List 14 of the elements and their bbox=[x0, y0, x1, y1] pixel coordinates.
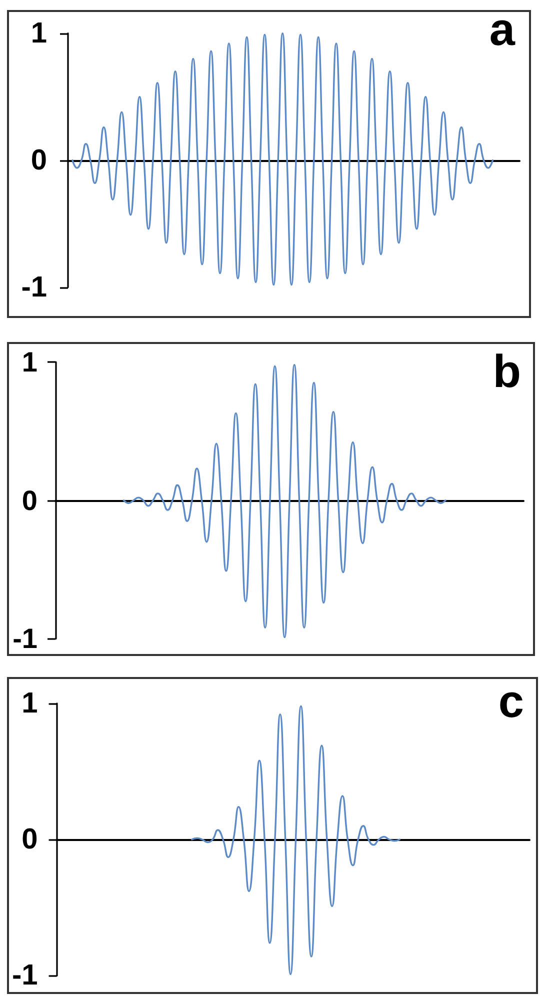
line-series bbox=[122, 364, 446, 638]
chart-title: a bbox=[489, 3, 516, 55]
y-tick-label: 0 bbox=[30, 144, 47, 176]
chart-title: c bbox=[498, 675, 524, 727]
y-tick-label: -1 bbox=[12, 960, 38, 992]
chart-title: b bbox=[492, 345, 522, 397]
y-tick-label: -1 bbox=[21, 271, 47, 304]
y-tick-label: 0 bbox=[22, 824, 38, 856]
y-tick-label: 1 bbox=[30, 17, 47, 50]
y-tick-label: 1 bbox=[22, 687, 38, 720]
y-tick-label: 0 bbox=[22, 484, 38, 516]
y-tick-label: -1 bbox=[12, 623, 38, 654]
line-series bbox=[190, 705, 400, 976]
y-tick-label: 1 bbox=[22, 346, 38, 378]
